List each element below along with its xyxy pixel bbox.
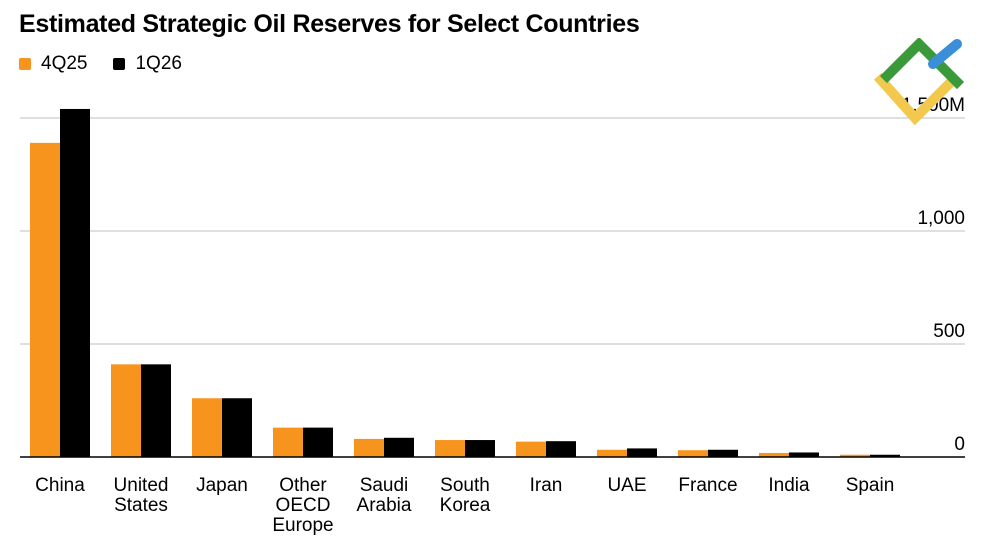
x-tick-label-line: Europe bbox=[272, 515, 333, 536]
bar-1q26-8 bbox=[708, 449, 738, 457]
legend-swatch-4q25 bbox=[19, 58, 31, 70]
x-tick-label: United States bbox=[114, 475, 169, 516]
bar-1q26-7 bbox=[627, 448, 657, 457]
legend-item-4q25: 4Q25 bbox=[19, 53, 87, 75]
x-tick-label-line: States bbox=[114, 495, 168, 516]
y-tick-label: 1,000 bbox=[917, 208, 965, 229]
x-tick-label: UAE bbox=[607, 475, 646, 496]
bar-4q25-10 bbox=[840, 454, 870, 457]
x-tick-label: Saudi Arabia bbox=[357, 475, 412, 516]
y-tick-label: 0 bbox=[954, 434, 965, 455]
x-tick-label-line: India bbox=[768, 475, 810, 496]
bar-1q26-3 bbox=[303, 427, 333, 457]
bar-1q26-6 bbox=[546, 441, 576, 457]
x-tick-label: France bbox=[678, 475, 737, 496]
bar-4q25-3 bbox=[273, 427, 303, 457]
y-tick-label: 500 bbox=[933, 321, 965, 342]
bar-1q26-4 bbox=[384, 437, 414, 457]
x-tick-label-line: France bbox=[678, 475, 737, 496]
bar-1q26-0 bbox=[60, 108, 90, 458]
bar-4q25-4 bbox=[354, 438, 384, 457]
x-tick-label-line: China bbox=[35, 475, 85, 496]
bar-1q26-10 bbox=[870, 454, 900, 457]
x-tick-label: India bbox=[768, 475, 810, 496]
x-tick-label-line: United bbox=[114, 475, 169, 496]
x-tick-label-line: Iran bbox=[530, 475, 563, 496]
bar-4q25-0 bbox=[30, 142, 60, 458]
x-tick-label: Other OECD Europe bbox=[272, 475, 333, 536]
x-tick-label: Japan bbox=[196, 475, 248, 496]
x-tick-label-line: Saudi bbox=[360, 475, 409, 496]
x-tick-label-line: South bbox=[440, 475, 490, 496]
bar-4q25-2 bbox=[192, 398, 222, 457]
x-tick-label-line: Other bbox=[279, 475, 327, 496]
bar-4q25-9 bbox=[759, 452, 789, 457]
x-tick-label: Spain bbox=[846, 475, 895, 496]
x-tick-label-line: Arabia bbox=[357, 495, 412, 516]
x-tick-label: China bbox=[35, 475, 85, 496]
x-tick-label-line: OECD bbox=[276, 495, 331, 516]
legend-swatch-1q26 bbox=[113, 58, 126, 70]
bar-4q25-5 bbox=[435, 440, 465, 457]
x-tick-label-line: Korea bbox=[440, 495, 491, 516]
x-tick-label: South Korea bbox=[440, 475, 491, 516]
bar-1q26-1 bbox=[141, 364, 171, 457]
x-tick-label: Iran bbox=[530, 475, 563, 496]
bar-1q26-2 bbox=[222, 398, 252, 457]
legend-label-4q25: 4Q25 bbox=[41, 53, 88, 74]
bar-1q26-9 bbox=[789, 452, 819, 457]
x-tick-label-line: Spain bbox=[846, 475, 895, 496]
bar-4q25-6 bbox=[516, 441, 546, 457]
bar-1q26-5 bbox=[465, 440, 495, 457]
chart-legend: 4Q25 1Q26 bbox=[19, 53, 182, 75]
x-tick-label-line: Japan bbox=[196, 475, 248, 496]
bar-4q25-7 bbox=[597, 449, 627, 457]
x-tick-label-line: UAE bbox=[607, 475, 646, 496]
legend-item-1q26: 1Q26 bbox=[113, 53, 182, 75]
bar-4q25-8 bbox=[678, 450, 708, 457]
chart-title: Estimated Strategic Oil Reserves for Sel… bbox=[19, 10, 640, 38]
logo-icon bbox=[873, 38, 965, 126]
bar-4q25-1 bbox=[111, 364, 141, 457]
legend-label-1q26: 1Q26 bbox=[135, 53, 182, 74]
